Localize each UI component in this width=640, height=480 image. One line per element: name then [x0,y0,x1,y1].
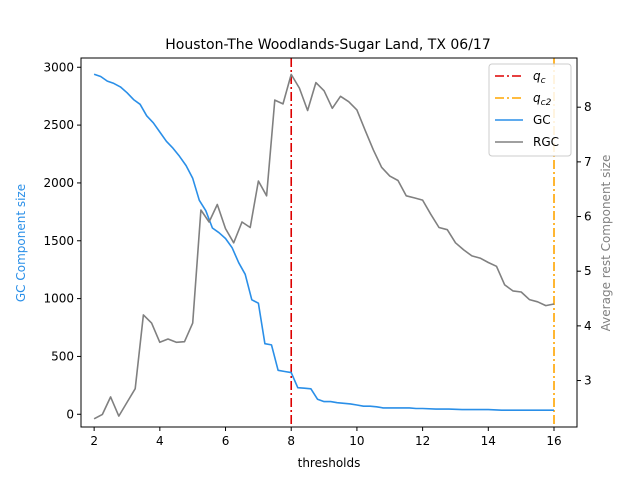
y-tick-label-left: 2000 [43,176,74,190]
legend-label: qc [533,69,546,86]
y-axis-label-right: Average rest Component size [599,155,613,332]
legend-label: RGC [533,135,559,149]
x-axis-label: thresholds [298,456,361,470]
y-axis-label-left: GC Component size [14,184,28,302]
chart-title: Houston-The Woodlands-Sugar Land, TX 06/… [165,37,490,53]
x-tick-label: 16 [546,434,561,448]
y-tick-label-right: 6 [584,210,592,224]
axes-layer: 2 4 6 8 10 12 14 16 0 500 1000 1500 2000 2500 3000 3 4 5 6… [43,60,591,448]
y-tick-label-right: 4 [584,319,592,333]
legend-label: GC [533,113,551,127]
y-tick-label-left: 0 [66,407,74,421]
x-tick-label: 8 [287,434,295,448]
series-line-rgc [93,73,555,420]
y-tick-label-right: 3 [584,374,592,388]
y-tick-label-right: 7 [584,155,592,169]
x-tick-label: 6 [222,434,230,448]
y-tick-label-right: 5 [584,264,592,278]
x-tick-label: 12 [415,434,430,448]
x-tick-label: 14 [481,434,496,448]
y-tick-label-left: 500 [51,349,74,363]
y-tick-label-left: 3000 [43,60,74,74]
series-layer [93,58,555,427]
y-tick-label-right: 8 [584,100,592,114]
legend: qc qc2 GC RGC [488,63,572,157]
series-line-gc [93,73,554,412]
x-tick-label: 2 [90,434,98,448]
legend-label: qc2 [533,91,552,108]
y-tick-label-left: 1500 [43,234,74,248]
legend-box [488,63,572,157]
y-tick-label-left: 1000 [43,292,74,306]
y-tick-label-left: 2500 [43,118,74,132]
x-tick-label: 4 [156,434,164,448]
x-tick-label: 10 [349,434,364,448]
plot-frame [80,57,578,428]
